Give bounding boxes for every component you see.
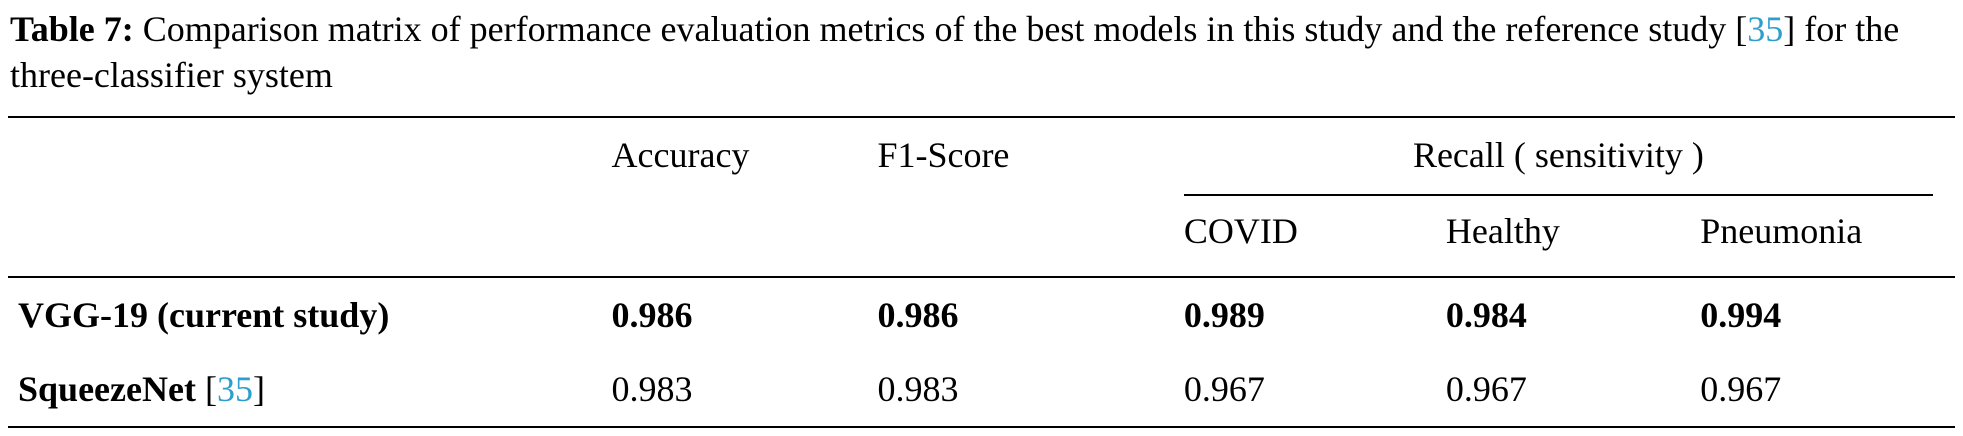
cell-recall-covid: 0.989 (1183, 295, 1265, 335)
cell-accuracy: 0.983 (611, 369, 693, 409)
caption-label: Table 7: (10, 9, 134, 49)
row-label: SqueezeNet [35] (18, 352, 612, 426)
row-label-text: SqueezeNet (18, 369, 196, 409)
caption-citation-bracket-open: [ (1735, 9, 1748, 49)
cell-recall-healthy: 0.967 (1445, 369, 1527, 409)
caption-text-after: for the three-classifier system (10, 9, 1900, 95)
table-caption: Table 7: Comparison matrix of performanc… (10, 6, 1953, 98)
table-header-row-2: COVID Healthy Pneumonia (8, 196, 1955, 276)
comparison-table: Accuracy F1-Score Recall ( sensitivity )… (8, 116, 1955, 428)
cell-f1-score: 0.986 (877, 295, 959, 335)
cell-recall-pneumonia: 0.967 (1700, 369, 1782, 409)
row-citation-link[interactable]: 35 (216, 369, 253, 409)
caption-citation-link[interactable]: 35 (1747, 9, 1784, 49)
cell-recall-covid: 0.967 (1183, 369, 1265, 409)
cell-recall-healthy: 0.984 (1445, 295, 1527, 335)
row-citation-bracket-close: ] (252, 369, 265, 409)
cell-recall-pneumonia: 0.994 (1700, 295, 1782, 335)
header-accuracy: Accuracy (611, 135, 750, 175)
table-bottom-rule (8, 426, 1955, 428)
caption-citation-bracket-close: ] (1783, 9, 1796, 49)
table-row-vgg19: VGG-19 (current study) 0.986 0.986 0.989… (8, 278, 1955, 352)
table-top-rule (8, 116, 1955, 118)
table-header-row-1: Accuracy F1-Score Recall ( sensitivity ) (8, 118, 1955, 196)
header-f1-score: F1-Score (877, 135, 1010, 175)
header-pneumonia: Pneumonia (1700, 211, 1863, 251)
header-rowlabel-spacer (18, 118, 612, 196)
header-healthy: Healthy (1445, 211, 1560, 251)
cell-accuracy: 0.986 (611, 295, 693, 335)
table-row-squeezenet: SqueezeNet [35] 0.983 0.983 0.967 0.967 … (8, 352, 1955, 426)
header-recall-sensitivity-group: Recall ( sensitivity ) (1183, 118, 1933, 196)
cell-f1-score: 0.983 (877, 369, 959, 409)
header-covid: COVID (1183, 211, 1298, 251)
row-citation-bracket-open: [ (204, 369, 217, 409)
row-label: VGG-19 (current study) (18, 295, 390, 335)
caption-text-before: Comparison matrix of performance evaluat… (142, 9, 1727, 49)
table-mid-rule (8, 276, 1955, 278)
